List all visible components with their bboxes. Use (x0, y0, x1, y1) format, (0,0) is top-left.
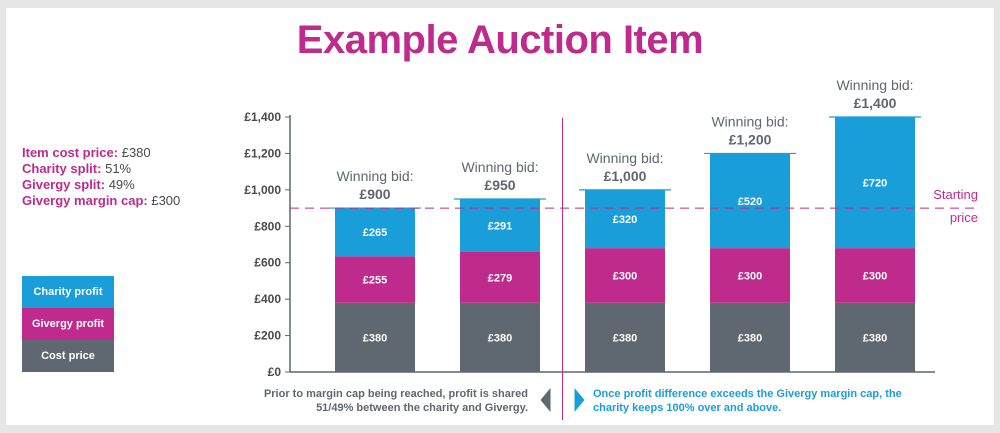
bar-value-label: £300 (863, 270, 887, 282)
bar-value-label: £300 (738, 270, 762, 282)
bar-segment (835, 302, 915, 372)
bar-value-label: £380 (738, 332, 762, 344)
item-info: Item cost price: £380 Charity split: 51%… (22, 145, 180, 209)
info-cost-price: Item cost price: £380 (22, 145, 151, 160)
y-tick-label: £600 (254, 256, 281, 270)
bar-segment (585, 248, 665, 303)
winning-bid-value: £950 (484, 177, 515, 193)
bar-segment (710, 248, 790, 303)
bar-segment (460, 251, 540, 303)
arrow-right-icon (574, 388, 585, 412)
legend-charity-profit: Charity profit (22, 276, 114, 308)
bar-segment (460, 302, 540, 372)
winning-bid-value: £1,000 (604, 168, 647, 184)
bar-segment (335, 208, 415, 257)
winning-bid-caption: Winning bid: (836, 77, 913, 93)
winning-bid-value: £900 (359, 186, 390, 202)
note-after-cap: Once profit difference exceeds the Giver… (593, 388, 902, 414)
winning-bid-caption: Winning bid: (336, 168, 413, 184)
y-tick-label: £200 (254, 329, 281, 343)
bar-segment (585, 189, 665, 249)
bar-value-label: £320 (613, 214, 637, 226)
y-tick-label: £800 (254, 219, 281, 233)
note-before-cap: Prior to margin cap being reached, profi… (263, 388, 528, 414)
legend-cost-price: Cost price (22, 340, 114, 372)
info-margin-cap: Givergy margin cap: £300 (22, 193, 181, 208)
winning-bid-caption: Winning bid: (711, 113, 788, 129)
bar-segment (335, 256, 415, 303)
starting-price-label: Starting (933, 187, 978, 202)
arrow-left-icon (540, 388, 551, 412)
bar-value-label: £255 (363, 275, 387, 287)
bar-segment (585, 302, 665, 372)
bar-value-label: £291 (488, 220, 512, 232)
bar-value-label: £300 (613, 270, 637, 282)
bar-segment (835, 248, 915, 303)
bar-value-label: £720 (863, 178, 887, 190)
y-tick-label: £0 (268, 365, 282, 379)
y-tick-label: £1,200 (244, 146, 281, 160)
bar-value-label: £279 (488, 272, 512, 284)
bar-value-label: £380 (863, 332, 887, 344)
bar-value-label: £520 (738, 196, 762, 208)
bar-segment (835, 117, 915, 249)
info-charity-split: Charity split: 51% (22, 161, 132, 176)
bar-segment (710, 153, 790, 249)
winning-bid-caption: Winning bid: (461, 159, 538, 175)
bar-value-label: £265 (363, 227, 387, 239)
info-givergy-split: Givergy split: 49% (22, 177, 135, 192)
winning-bid-caption: Winning bid: (586, 150, 663, 166)
winning-bid-value: £1,400 (854, 95, 897, 111)
legend: Charity profit Givergy profit Cost price (22, 276, 114, 372)
bar-segment (335, 302, 415, 372)
bar-value-label: £380 (613, 332, 637, 344)
bar-value-label: £380 (363, 332, 387, 344)
winning-bid-value: £1,200 (729, 131, 772, 147)
y-tick-label: £400 (254, 292, 281, 306)
page-title: Example Auction Item (296, 18, 704, 62)
legend-givergy-profit: Givergy profit (22, 308, 114, 340)
y-tick-label: £1,000 (244, 183, 281, 197)
y-tick-label: £1,400 (244, 110, 281, 124)
starting-price-label: price (950, 210, 978, 225)
bar-segment (710, 302, 790, 372)
bar-value-label: £380 (488, 332, 512, 344)
